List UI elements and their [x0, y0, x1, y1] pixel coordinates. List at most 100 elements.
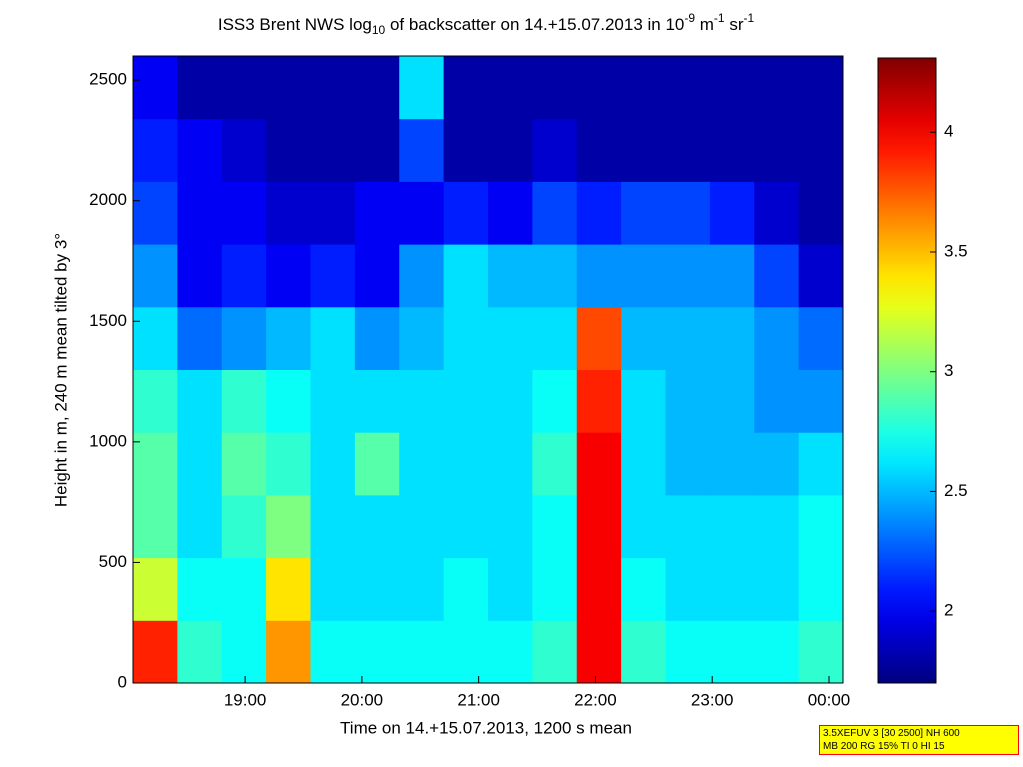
- heat-cell: [310, 244, 356, 308]
- heat-cell: [399, 557, 445, 621]
- heat-cell: [177, 432, 223, 496]
- heat-cell: [621, 369, 666, 433]
- heat-cell: [266, 306, 311, 370]
- heat-cell: [133, 118, 178, 182]
- annotation-box: 3.5XEFUV 3 [30 2500] NH 600 MB 200 RG 15%…: [819, 725, 1019, 755]
- heat-cell: [354, 432, 400, 496]
- heat-cell: [266, 557, 311, 621]
- heat-cell: [709, 557, 755, 621]
- heat-cell: [443, 557, 489, 621]
- heat-cell: [665, 56, 711, 120]
- title-part: -1: [714, 11, 725, 25]
- heat-cell: [354, 369, 400, 433]
- heat-cell: [798, 181, 844, 245]
- heat-cell: [354, 56, 400, 120]
- heat-cell: [621, 244, 666, 308]
- heat-cell: [488, 557, 533, 621]
- heat-cell: [488, 118, 533, 182]
- y-tick-label: 0: [118, 672, 127, 691]
- x-tick-label: 23:00: [691, 690, 734, 709]
- heat-cell: [576, 557, 622, 621]
- heat-cell: [576, 620, 622, 684]
- heat-cell: [221, 369, 267, 433]
- heat-cell: [221, 557, 267, 621]
- heat-cell: [665, 620, 711, 684]
- x-tick-label: 22:00: [574, 690, 617, 709]
- heat-cell: [310, 369, 356, 433]
- title-part: of backscatter on 14.+15.07.2013 in 10: [385, 15, 684, 34]
- heat-cell: [266, 244, 311, 308]
- heat-cell: [754, 181, 800, 245]
- heat-cell: [532, 306, 578, 370]
- heat-cell: [354, 557, 400, 621]
- heat-cell: [709, 56, 755, 120]
- heat-cell: [798, 620, 844, 684]
- heat-cell: [576, 118, 622, 182]
- heat-cell: [576, 56, 622, 120]
- heat-cell: [665, 494, 711, 559]
- heat-cell: [754, 557, 800, 621]
- heat-cell: [221, 181, 267, 245]
- heat-cell: [266, 181, 311, 245]
- heat-cell: [443, 56, 489, 120]
- heat-cell: [798, 118, 844, 182]
- heat-cell: [754, 118, 800, 182]
- colorbar-tick-label: 2: [944, 601, 953, 620]
- heat-cell: [399, 118, 445, 182]
- heat-cell: [221, 494, 267, 559]
- heat-cell: [709, 244, 755, 308]
- title-part: ISS3 Brent NWS log: [218, 15, 372, 34]
- title-part: 10: [372, 23, 386, 37]
- heat-cell: [399, 494, 445, 559]
- heatmap: [133, 56, 844, 684]
- heat-cell: [221, 620, 267, 684]
- heat-cell: [443, 369, 489, 433]
- heat-cell: [266, 369, 311, 433]
- heat-cell: [266, 620, 311, 684]
- heat-cell: [133, 306, 178, 370]
- title-part: sr: [725, 15, 744, 34]
- heat-cell: [443, 118, 489, 182]
- x-tick-label: 19:00: [224, 690, 267, 709]
- heat-cell: [532, 432, 578, 496]
- heat-cell: [754, 494, 800, 559]
- heat-cell: [621, 118, 666, 182]
- heat-cell: [665, 118, 711, 182]
- heat-cell: [488, 620, 533, 684]
- heat-cell: [399, 369, 445, 433]
- heat-cell: [221, 56, 267, 120]
- heat-cell: [754, 432, 800, 496]
- heat-cell: [354, 118, 400, 182]
- heat-cell: [798, 244, 844, 308]
- heat-cell: [177, 181, 223, 245]
- colorbar-tick-label: 2.5: [944, 481, 968, 500]
- heat-cell: [488, 494, 533, 559]
- heat-cell: [798, 306, 844, 370]
- heat-cell: [354, 244, 400, 308]
- heat-cell: [532, 557, 578, 621]
- x-tick-label: 21:00: [457, 690, 500, 709]
- heat-cell: [532, 620, 578, 684]
- heat-cell: [221, 432, 267, 496]
- heat-cell: [177, 620, 223, 684]
- heat-cell: [576, 244, 622, 308]
- colorbar-tick-label: 3.5: [944, 241, 968, 260]
- heat-cell: [576, 369, 622, 433]
- heat-cell: [665, 244, 711, 308]
- heat-cell: [798, 432, 844, 496]
- heat-cell: [532, 56, 578, 120]
- heat-cell: [709, 369, 755, 433]
- heat-cell: [576, 494, 622, 559]
- heat-cell: [532, 118, 578, 182]
- heat-cell: [443, 494, 489, 559]
- heat-cell: [754, 56, 800, 120]
- heat-cell: [488, 369, 533, 433]
- heat-cell: [310, 306, 356, 370]
- heat-cell: [488, 56, 533, 120]
- chart-title: ISS3 Brent NWS log10 of backscatter on 1…: [218, 11, 755, 37]
- heat-cell: [532, 369, 578, 433]
- heat-cell: [443, 244, 489, 308]
- heat-cell: [310, 432, 356, 496]
- heat-cell: [665, 557, 711, 621]
- heat-cell: [354, 306, 400, 370]
